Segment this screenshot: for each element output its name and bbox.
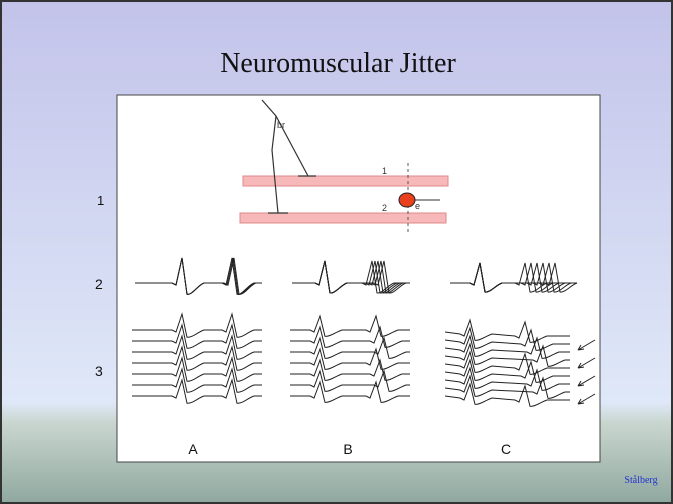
slide-title: Neuromuscular Jitter <box>220 48 456 79</box>
nerve-label: br <box>277 120 285 130</box>
row-label: 3 <box>95 363 103 379</box>
fiber-label: 1 <box>382 166 387 176</box>
row-label: 1 <box>97 193 104 208</box>
column-label: C <box>501 441 511 457</box>
slide: Neuromuscular Jitter br 1 2 e 1 2 3 A B … <box>0 0 673 504</box>
fiber-label: 2 <box>382 203 387 213</box>
column-label: B <box>343 441 352 457</box>
electrode <box>399 193 415 207</box>
row-label: 2 <box>95 276 103 292</box>
muscle-fiber <box>243 176 448 186</box>
muscle-fiber <box>240 213 446 223</box>
credit: Stålberg <box>624 475 657 486</box>
electrode-label: e <box>415 201 420 211</box>
column-label: A <box>188 441 198 457</box>
